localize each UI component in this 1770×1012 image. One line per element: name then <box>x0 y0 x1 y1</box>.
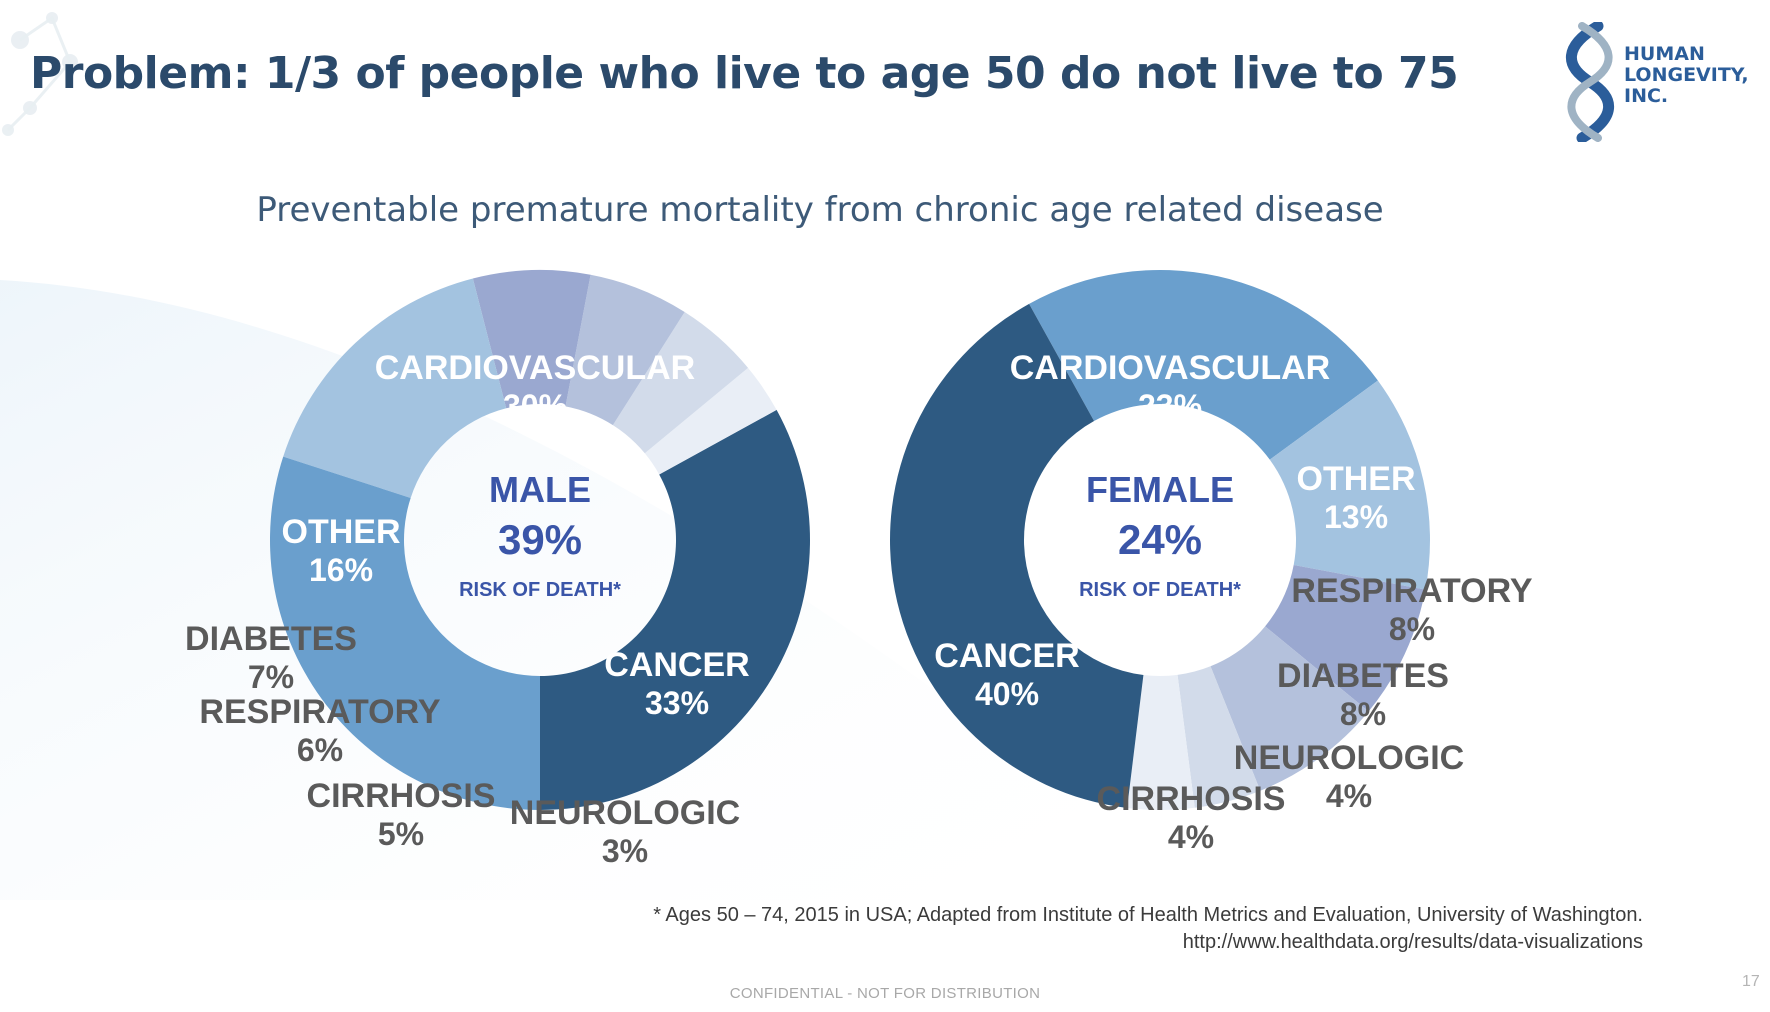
footnote: * Ages 50 – 74, 2015 in USA; Adapted fro… <box>653 902 1643 956</box>
center-value: 24% <box>1118 516 1202 563</box>
slice-cardiovascular <box>1029 270 1378 460</box>
slice-value-other: 16% <box>309 552 373 588</box>
slice-label-cardiovascular: CARDIOVASCULAR <box>1010 349 1330 387</box>
slice-label-respiratory: RESPIRATORY <box>199 693 441 731</box>
slice-value-cardiovascular: 30% <box>503 388 567 424</box>
slice-cirrhosis <box>612 312 749 454</box>
slice-label-diabetes: DIABETES <box>1277 657 1449 695</box>
slice-value-neurologic: 3% <box>602 833 648 869</box>
slice-label-cirrhosis: CIRRHOSIS <box>307 777 496 815</box>
company-logo: HUMAN LONGEVITY, INC. <box>1560 22 1760 142</box>
slice-value-diabetes: 8% <box>1340 696 1386 732</box>
center-label: FEMALE <box>1086 469 1234 510</box>
slice-label-cirrhosis: CIRRHOSIS <box>1097 780 1286 818</box>
slice-respiratory <box>565 274 685 426</box>
confidential-notice: CONFIDENTIAL - NOT FOR DISTRIBUTION <box>729 985 1041 1002</box>
slide-title: Problem: 1/3 of people who live to age 5… <box>30 48 1459 99</box>
slice-label-cancer: CANCER <box>604 646 749 684</box>
center-value: 39% <box>498 516 582 563</box>
logo-line-1: HUMAN <box>1624 43 1705 65</box>
slice-value-other: 13% <box>1324 499 1388 535</box>
slide-subtitle: Preventable premature mortality from chr… <box>256 190 1384 230</box>
logo-line-3: INC. <box>1624 85 1669 107</box>
slice-label-diabetes: DIABETES <box>185 620 357 658</box>
slice-cancer <box>889 303 1144 808</box>
slice-diabetes <box>1210 626 1369 791</box>
slice-other <box>283 278 507 498</box>
slice-label-neurologic: NEUROLOGIC <box>1234 739 1464 777</box>
slice-label-respiratory: RESPIRATORY <box>1291 572 1533 610</box>
slice-label-neurologic: NEUROLOGIC <box>510 794 740 832</box>
slice-value-cancer: 33% <box>645 685 709 721</box>
page-number: 17 <box>1742 973 1760 990</box>
logo-line-2: LONGEVITY, <box>1624 64 1749 86</box>
slice-label-cardiovascular: CARDIOVASCULAR <box>375 349 695 387</box>
center-caption: RISK OF DEATH* <box>459 579 621 601</box>
footnote-source: * Ages 50 – 74, 2015 in USA; Adapted fro… <box>653 904 1643 926</box>
slice-value-cirrhosis: 4% <box>1168 819 1214 855</box>
double-helix-icon <box>1566 22 1614 142</box>
slice-neurologic <box>644 367 777 475</box>
slice-value-diabetes: 7% <box>248 659 294 695</box>
slice-diabetes <box>472 270 591 409</box>
slice-value-cirrhosis: 5% <box>378 816 424 852</box>
footnote-url: http://www.healthdata.org/results/data-v… <box>1182 931 1643 953</box>
slice-label-other: OTHER <box>1297 460 1416 498</box>
slice-respiratory <box>1265 565 1426 712</box>
slice-value-respiratory: 6% <box>297 732 343 768</box>
center-caption: RISK OF DEATH* <box>1079 579 1241 601</box>
slice-value-respiratory: 8% <box>1389 611 1435 647</box>
slice-other <box>1269 380 1430 590</box>
center-label: MALE <box>489 469 591 510</box>
slice-label-other: OTHER <box>282 513 401 551</box>
slice-value-neurologic: 4% <box>1326 778 1372 814</box>
slice-cardiovascular <box>270 456 540 810</box>
slice-value-cancer: 40% <box>975 676 1039 712</box>
slice-cirrhosis <box>1127 674 1195 810</box>
slice-value-cardiovascular: 23% <box>1138 388 1202 424</box>
slice-label-cancer: CANCER <box>934 637 1079 675</box>
female-donut-chart: CARDIOVASCULAR23%OTHER13%RESPIRATORY8%DI… <box>889 270 1533 855</box>
slice-cancer <box>540 409 810 810</box>
slice-neurologic <box>1177 666 1261 808</box>
